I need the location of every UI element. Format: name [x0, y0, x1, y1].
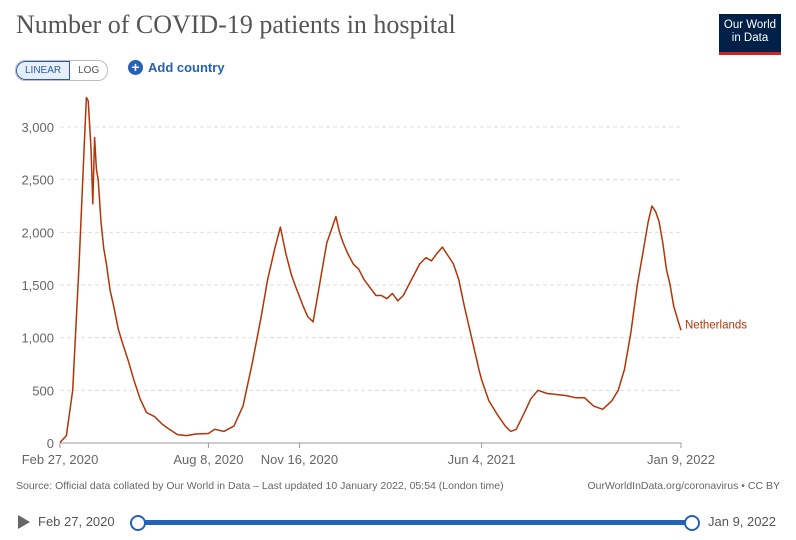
series-line-netherlands	[59, 96, 682, 444]
gridlines	[60, 126, 681, 444]
x-tick-label: Feb 27, 2020	[22, 452, 99, 467]
y-tick-label: 2,500	[21, 173, 54, 188]
source-note: Source: Official data collated by Our Wo…	[16, 480, 504, 492]
timeline: Feb 27, 2020 Jan 9, 2022	[0, 508, 796, 536]
x-tick-label: Jun 4, 2021	[448, 452, 516, 467]
line-chart: 0 500 1,000 1,500 2,000 2,500 3,000 Feb 27, 20…	[21, 96, 747, 467]
y-tick-label: 3,000	[21, 120, 54, 135]
page-title: Number of COVID-19 patients in hospital	[16, 10, 456, 39]
owid-logo[interactable]: Our World in Data	[719, 14, 781, 55]
x-tick-label: Nov 16, 2020	[261, 452, 338, 467]
x-tick-label: Aug 8, 2020	[173, 452, 243, 467]
series-layer: Netherlands	[59, 96, 747, 444]
x-tick-label: Jan 9, 2022	[647, 452, 715, 467]
timeline-track[interactable]	[137, 520, 692, 525]
add-country-label: Add country	[148, 60, 225, 75]
y-tick-label: 1,500	[21, 278, 54, 293]
y-tick-label: 2,000	[21, 225, 54, 240]
add-country-button[interactable]: + Add country	[128, 60, 225, 75]
logo-line-2: in Data	[731, 32, 769, 44]
y-tick-label: 1,000	[21, 331, 54, 346]
timeline-end-handle[interactable]	[684, 515, 700, 531]
scale-toggle: LINEAR LOG	[15, 60, 109, 81]
x-axis-ticks: Feb 27, 2020 Aug 8, 2020 Nov 16, 2020 Jun 4…	[22, 443, 715, 467]
play-icon[interactable]	[18, 515, 30, 529]
y-tick-label: 500	[32, 383, 54, 398]
timeline-end-label: Jan 9, 2022	[708, 514, 776, 529]
plus-circle-icon: +	[128, 60, 143, 75]
log-scale-button[interactable]: LOG	[78, 65, 100, 76]
y-tick-label: 0	[47, 436, 54, 451]
logo-line-1: Our World	[723, 19, 777, 31]
series-label: Netherlands	[685, 319, 747, 331]
linear-scale-button[interactable]: LINEAR	[16, 61, 71, 80]
timeline-start-handle[interactable]	[130, 515, 146, 531]
y-axis-ticks: 0 500 1,000 1,500 2,000 2,500 3,000	[21, 120, 54, 451]
license-link[interactable]: OurWorldInData.org/coronavirus • CC BY	[587, 480, 780, 492]
timeline-start-label: Feb 27, 2020	[38, 514, 115, 529]
